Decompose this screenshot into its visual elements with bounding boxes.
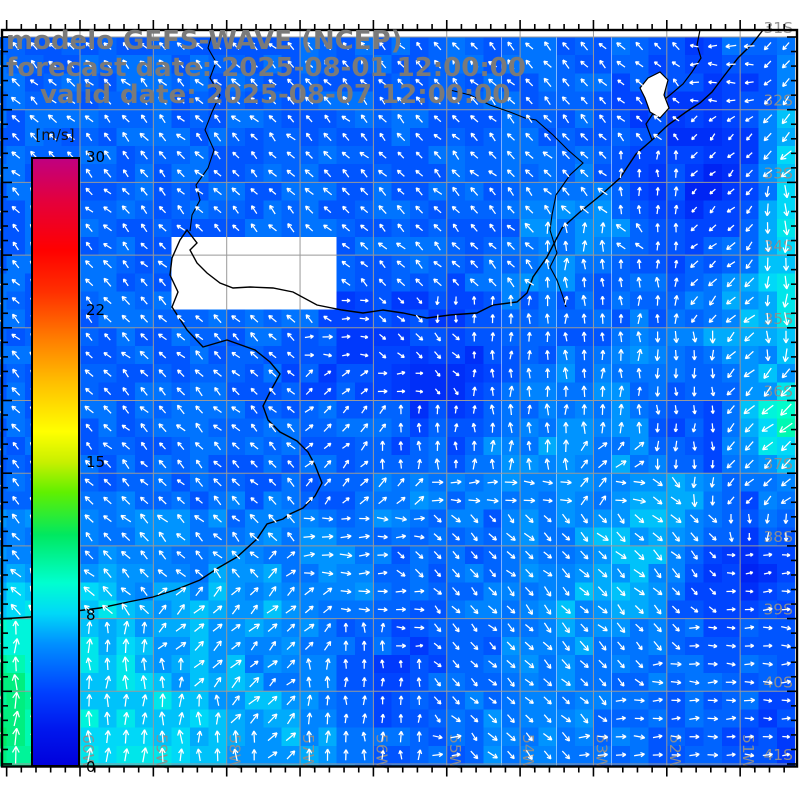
colorbar-tick-label: 15 xyxy=(86,453,106,471)
lagoon-shoreline xyxy=(645,29,702,141)
lagoon-pond xyxy=(639,71,670,119)
colorbar-tick-label: 22 xyxy=(86,300,106,319)
lat-label: 40S xyxy=(763,673,793,691)
colorbar xyxy=(31,157,80,767)
lat-label: 38S xyxy=(763,528,793,546)
lat-label: 39S xyxy=(763,601,793,619)
lon-label: 59W xyxy=(152,734,170,769)
lon-label: 53W xyxy=(592,734,610,769)
lat-label: 33S xyxy=(763,164,793,182)
lat-label: 37S xyxy=(763,455,793,473)
lon-label: 52W xyxy=(666,734,684,769)
graticule xyxy=(2,30,797,767)
sea-cells xyxy=(0,37,796,767)
colorbar-units-label: [m/s] xyxy=(35,126,75,144)
lon-label: 55W xyxy=(446,734,464,769)
lat-label: 41S xyxy=(763,746,793,764)
colorbar-tick-label: 0 xyxy=(86,758,96,776)
lat-label: 31S xyxy=(763,19,793,37)
axis-ticks xyxy=(2,20,797,777)
wind-arrows xyxy=(0,41,793,764)
lon-label: 51W xyxy=(739,734,757,769)
colorbar-tick-label: 30 xyxy=(86,148,106,166)
lon-label: 54W xyxy=(519,734,537,769)
colorbar-tick-label: 8 xyxy=(86,605,96,624)
lon-label: 56W xyxy=(372,734,390,769)
lat-label: 32S xyxy=(763,92,793,110)
river-line xyxy=(449,89,584,308)
axis-frame xyxy=(0,20,799,777)
